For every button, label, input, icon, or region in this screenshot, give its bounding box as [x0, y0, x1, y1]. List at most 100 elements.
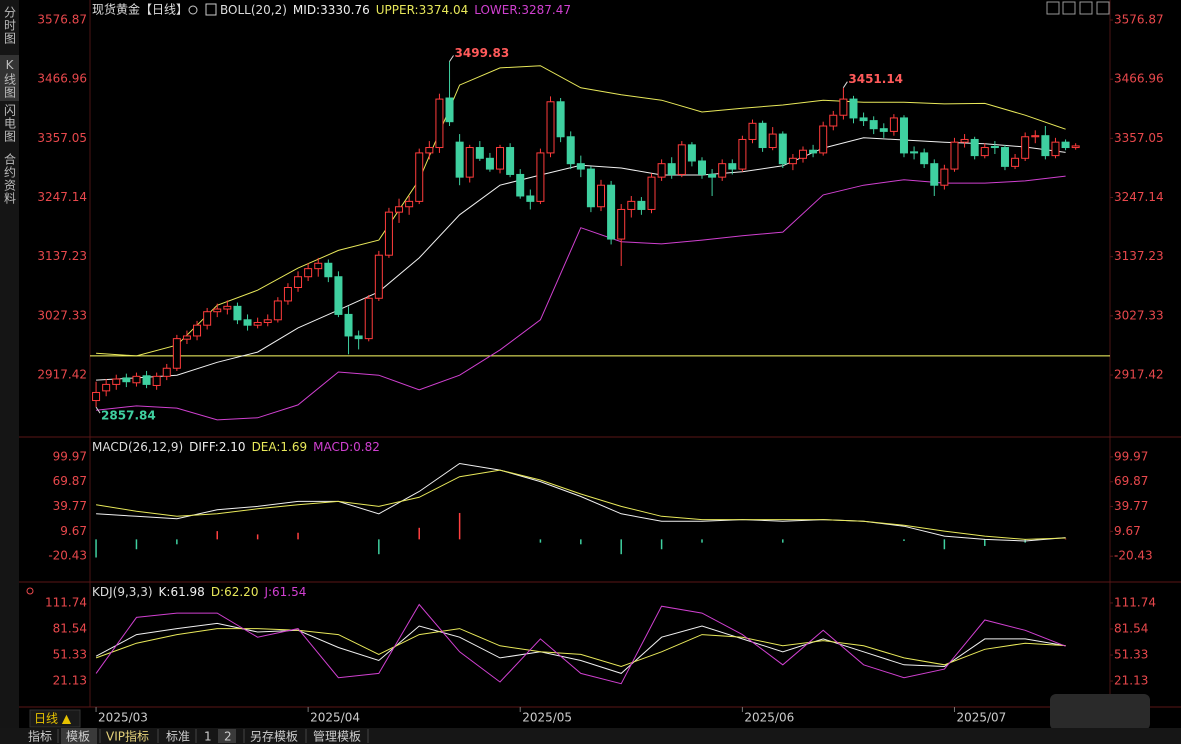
candle-body	[1051, 141, 1060, 157]
sidebar-tab[interactable]: K线图	[3, 58, 17, 99]
y-tick-label: 69.87	[1114, 474, 1148, 488]
candle-body	[819, 125, 828, 154]
candle-body	[193, 324, 202, 337]
candle-body	[809, 149, 818, 154]
icon[interactable]	[205, 3, 217, 16]
candle-body	[405, 200, 414, 208]
candle-body	[506, 147, 515, 175]
tab[interactable]: 指标	[28, 729, 52, 744]
candle-body	[395, 206, 404, 213]
candle-body	[556, 101, 565, 138]
icon[interactable]	[1062, 1, 1076, 15]
candle-body	[304, 268, 313, 278]
candle-body	[677, 144, 686, 175]
indicator-line	[95, 622, 1066, 674]
period-selector[interactable]: 日线 ▲	[34, 712, 72, 726]
candle-body	[344, 313, 353, 337]
candle-body	[576, 163, 585, 170]
y-tick-label: 99.97	[53, 449, 87, 463]
icon[interactable]	[26, 587, 34, 595]
tab[interactable]: 2	[224, 730, 232, 744]
annotation-pointer	[842, 81, 848, 88]
candle-body	[687, 144, 696, 162]
candle-body	[485, 157, 494, 170]
watermark	[1050, 694, 1150, 730]
sidebar-tab[interactable]: 闪电图	[3, 104, 17, 143]
sidebar-tab[interactable]: 分时图	[3, 6, 17, 45]
indicator-line	[96, 65, 1066, 357]
indicator-header: KDJ(9,3,3) K:61.98 D:62.20 J:61.54	[92, 585, 306, 599]
candle-body	[445, 97, 454, 123]
candle-body	[698, 160, 706, 175]
indicator-header: BOLL(20,2) MID:3330.76 UPPER:3374.04 LOWER:…	[220, 3, 571, 17]
tab[interactable]: 管理模板	[313, 729, 361, 744]
candle-body	[940, 168, 949, 186]
candle-body	[314, 262, 323, 270]
tab[interactable]: VIP指标	[106, 729, 149, 744]
y-tick-label: 81.54	[1114, 621, 1148, 635]
candle-body	[516, 173, 525, 197]
tab-active	[61, 728, 97, 744]
y-tick-label: 3137.23	[37, 249, 87, 263]
candle-body	[324, 262, 333, 278]
candle-body	[980, 147, 989, 157]
indicator-readout: MACD:0.82	[313, 440, 380, 454]
candle-body	[112, 378, 121, 385]
x-tick-label: 2025/05	[522, 711, 572, 725]
y-tick-label: 51.33	[1114, 648, 1148, 662]
candle-body	[708, 173, 717, 178]
indicator-name: MACD(26,12,9)	[92, 440, 183, 454]
candle-body	[253, 321, 262, 326]
annotation-pointer	[95, 406, 101, 414]
y-tick-label: 3357.05	[37, 131, 87, 145]
candle-body	[334, 276, 343, 315]
bottom-bar	[0, 728, 1181, 744]
icon[interactable]	[188, 5, 198, 15]
high-annotation: 3499.83	[455, 46, 510, 60]
candle-body	[839, 98, 848, 116]
y-tick-label: 9.67	[1114, 524, 1141, 538]
y-tick-label: 99.97	[1114, 449, 1148, 463]
sidebar-tab[interactable]: 合约资料	[3, 152, 17, 205]
sidebar	[0, 0, 19, 728]
candle-body	[374, 254, 383, 299]
candle-body	[586, 168, 595, 208]
y-tick-label: 39.77	[53, 499, 87, 513]
candle-body	[364, 297, 373, 340]
y-tick-label: 51.33	[53, 648, 87, 662]
indicator-readout: DEA:1.69	[252, 440, 308, 454]
candle-body	[597, 184, 606, 208]
candle-body	[950, 141, 959, 170]
icon[interactable]	[1046, 1, 1060, 15]
tab[interactable]: 标准	[166, 730, 190, 744]
indicator-readout: UPPER:3374.04	[376, 3, 468, 17]
y-tick-label: 21.13	[1114, 674, 1148, 688]
candle-body	[475, 147, 484, 159]
y-tick-label: -20.43	[48, 549, 87, 563]
candle-body	[778, 133, 787, 165]
candle-body	[496, 147, 505, 170]
candle-body	[879, 128, 888, 132]
candle-body	[798, 149, 807, 159]
tab[interactable]: 模板	[66, 730, 90, 744]
candle-body	[728, 163, 737, 170]
y-tick-label: -20.43	[1114, 549, 1153, 563]
indicator-readout: DIFF:2.10	[189, 440, 245, 454]
indicator-name: BOLL(20,2)	[220, 3, 287, 17]
candle-body	[536, 152, 545, 202]
indicator-readout: MID:3330.76	[293, 3, 370, 17]
candle-body	[667, 163, 676, 175]
candle-body	[182, 335, 191, 340]
y-tick-label: 81.54	[53, 621, 87, 635]
candle-body	[1071, 145, 1080, 149]
candle-body	[849, 98, 858, 119]
candle-body	[657, 163, 666, 178]
y-tick-label: 3576.87	[37, 13, 87, 27]
icon[interactable]	[1096, 1, 1110, 15]
tab[interactable]: 另存模板	[250, 730, 298, 744]
candle-body	[748, 122, 757, 140]
icon[interactable]	[1079, 1, 1093, 15]
tab[interactable]: 1	[204, 730, 212, 744]
